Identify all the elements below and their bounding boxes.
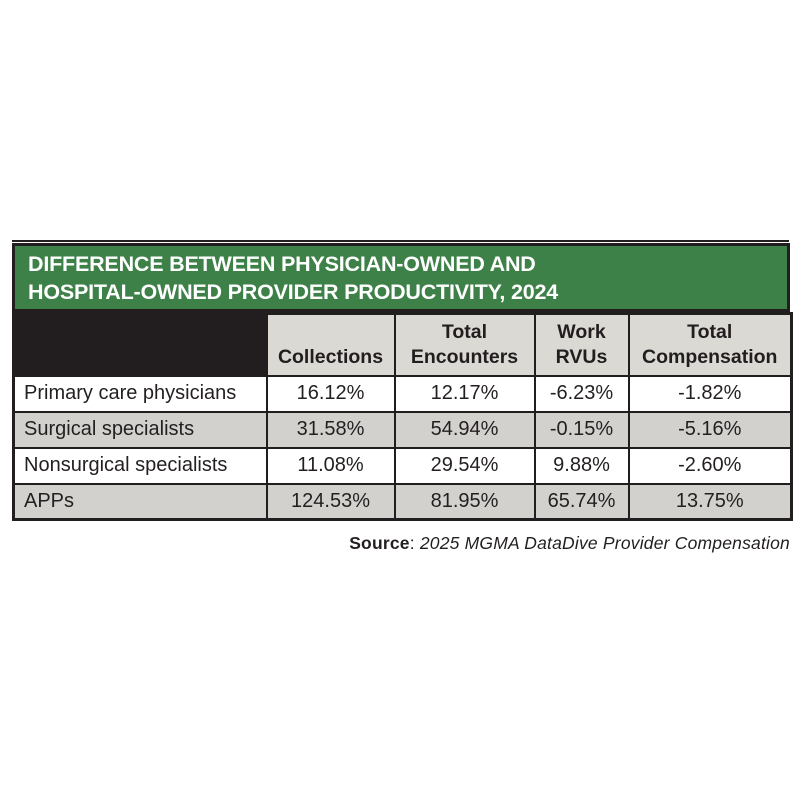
cell-value: 54.94%: [393, 410, 536, 449]
cell-value: -1.82%: [627, 374, 793, 413]
col-header-line1: Total: [687, 320, 733, 343]
source-label: Source: [349, 533, 410, 553]
cell-value: 65.74%: [533, 482, 630, 521]
row-label-nonsurgical: Nonsurgical specialists: [12, 446, 268, 485]
cell-value: -2.60%: [627, 446, 793, 485]
table-title-line2: HOSPITAL-OWNED PROVIDER PRODUCTIVITY, 20…: [28, 280, 558, 304]
col-header-line2: Collections: [277, 345, 384, 368]
cell-value: -0.15%: [533, 410, 630, 449]
cell-value: 12.17%: [393, 374, 536, 413]
col-header-total-compensation: Total Compensation: [627, 312, 793, 377]
top-rule: [12, 240, 789, 242]
row-label-primary-care: Primary care physicians: [12, 374, 268, 413]
cell-value: 11.08%: [265, 446, 396, 485]
table-row: Surgical specialists 31.58% 54.94% -0.15…: [12, 410, 793, 449]
row-label-apps: APPs: [12, 482, 268, 521]
table-row: Nonsurgical specialists 11.08% 29.54% 9.…: [12, 446, 793, 485]
col-header-total-encounters: Total Encounters: [393, 312, 536, 377]
col-header-collections: Collections: [265, 312, 396, 377]
col-header-line2: Encounters: [410, 345, 519, 368]
table-title-line1: DIFFERENCE BETWEEN PHYSICIAN-OWNED AND: [28, 252, 536, 276]
cell-value: 81.95%: [393, 482, 536, 521]
col-header-line2: RVUs: [555, 345, 608, 368]
source-attribution: Source: 2025 MGMA DataDive Provider Comp…: [349, 533, 790, 554]
table-row: Primary care physicians 16.12% 12.17% -6…: [12, 374, 793, 413]
cell-value: 13.75%: [627, 482, 793, 521]
col-header-line1: Work: [557, 320, 606, 343]
cell-value: 9.88%: [533, 446, 630, 485]
cell-value: 124.53%: [265, 482, 396, 521]
table-title-band: DIFFERENCE BETWEEN PHYSICIAN-OWNED AND H…: [12, 243, 790, 312]
productivity-table-figure: DIFFERENCE BETWEEN PHYSICIAN-OWNED AND H…: [12, 243, 793, 521]
cell-value: -6.23%: [533, 374, 630, 413]
source-separator: :: [409, 533, 420, 553]
row-label-surgical: Surgical specialists: [12, 410, 268, 449]
productivity-table: Collections Total Encounters Work RVUs T…: [12, 312, 793, 521]
col-header-line1: Total: [441, 320, 488, 343]
cell-value: -5.16%: [627, 410, 793, 449]
cell-value: 16.12%: [265, 374, 396, 413]
col-header-work-rvus: Work RVUs: [533, 312, 630, 377]
cell-value: 29.54%: [393, 446, 536, 485]
source-text: 2025 MGMA DataDive Provider Compensation: [419, 533, 790, 553]
corner-cell: [12, 312, 268, 377]
header-row: Collections Total Encounters Work RVUs T…: [12, 312, 793, 377]
cell-value: 31.58%: [265, 410, 396, 449]
table-row: APPs 124.53% 81.95% 65.74% 13.75%: [12, 482, 793, 521]
col-header-line2: Compensation: [642, 345, 778, 368]
